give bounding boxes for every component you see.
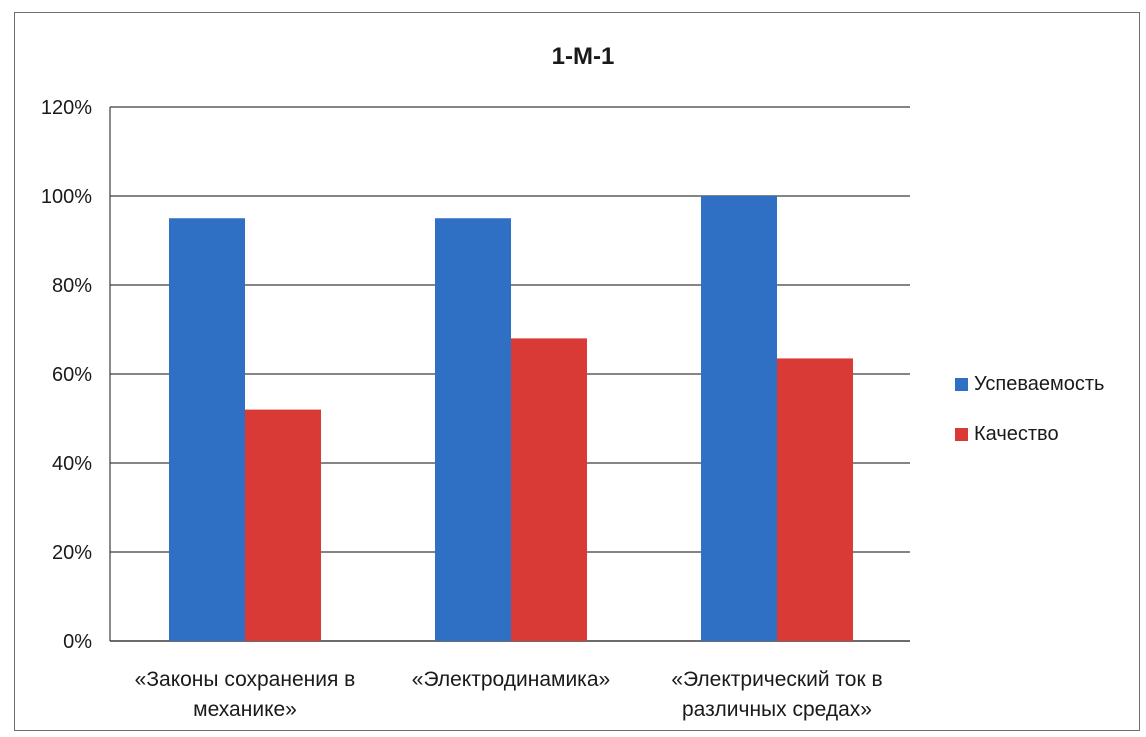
legend-label: Качество (974, 423, 1059, 445)
legend: Успеваемость Качество (955, 373, 1104, 445)
y-tick-label: 20% (52, 542, 92, 564)
bar (245, 409, 321, 641)
y-tick-label: 120% (41, 97, 92, 119)
y-tick-label: 0% (63, 631, 92, 653)
bar (435, 218, 511, 641)
legend-swatch (955, 378, 968, 391)
y-tick-label: 40% (52, 453, 92, 475)
legend-label: Успеваемость (974, 373, 1104, 395)
x-tick-label: «Электрический ток в различных средах» (671, 668, 882, 721)
bar (169, 218, 245, 641)
bars-layer (169, 196, 853, 641)
chart-title: 1-М-1 (552, 43, 615, 70)
bar (701, 196, 777, 641)
legend-swatch (955, 428, 968, 441)
y-tick-label: 60% (52, 364, 92, 386)
bar (511, 338, 587, 641)
bar (777, 358, 853, 641)
x-tick-label: «Электродинамика» (412, 668, 610, 691)
y-tick-label: 100% (41, 186, 92, 208)
y-axis-ticks: 0% 20% 40% 60% 80% 100% 120% (41, 97, 92, 653)
y-tick-label: 80% (52, 275, 92, 297)
x-tick-label: «Законы сохранения в механике» (135, 668, 356, 721)
x-axis-ticks: «Законы сохранения в механике» «Электродин… (135, 668, 883, 721)
